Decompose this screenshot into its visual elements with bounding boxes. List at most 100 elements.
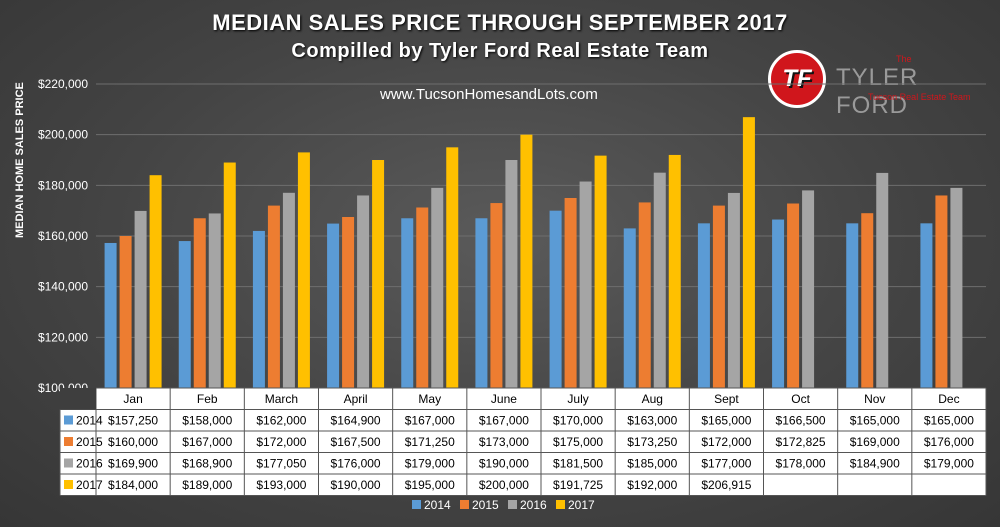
tyler-ford-logo: TF The TYLER FORD Tucson Real Estate Tea… [768, 50, 983, 119]
x-category-label: Jan [123, 392, 142, 406]
y-tick-label: $160,000 [38, 229, 88, 243]
table-cell: $172,825 [776, 435, 826, 449]
table-series-name: 2015 [76, 435, 103, 449]
legend-label: 2017 [568, 498, 595, 512]
bar [861, 213, 874, 388]
chart-subtitle: Compilled by Tyler Ford Real Estate Team [291, 40, 709, 62]
table-cell: $171,250 [405, 435, 455, 449]
bar [712, 205, 725, 388]
bar [697, 223, 710, 388]
table-cell: $165,000 [850, 414, 900, 428]
table-cell: $190,000 [479, 457, 529, 471]
bar [802, 190, 815, 388]
bar [416, 207, 429, 388]
table-cell: $163,000 [627, 414, 677, 428]
legend-key [460, 500, 469, 509]
table-cell: $176,000 [331, 457, 381, 471]
bar [342, 217, 355, 388]
table-series-name: 2016 [76, 457, 103, 471]
table-cell: $172,000 [701, 435, 751, 449]
table-cell: $181,500 [553, 457, 603, 471]
bar [876, 172, 889, 388]
bar [104, 242, 117, 388]
x-category-label: Sept [714, 392, 739, 406]
table-cell: $184,000 [108, 478, 158, 492]
bar [431, 187, 444, 388]
data-table [60, 388, 986, 496]
bar [950, 187, 963, 388]
table-cell: $157,250 [108, 414, 158, 428]
table-cell: $173,250 [627, 435, 677, 449]
bar [372, 160, 385, 388]
table-cell: $169,900 [108, 457, 158, 471]
x-category-label: Dec [938, 392, 959, 406]
bar [549, 210, 562, 388]
table-cell: $162,000 [256, 414, 306, 428]
table-cell: $170,000 [553, 414, 603, 428]
y-tick-label: $180,000 [38, 178, 88, 192]
bar [178, 241, 191, 388]
x-category-label: July [567, 392, 588, 406]
table-cell: $191,725 [553, 478, 603, 492]
x-category-label: May [418, 392, 441, 406]
x-category-label: Aug [642, 392, 663, 406]
bar [787, 203, 800, 388]
y-tick-label: $140,000 [38, 280, 88, 294]
table-cell: $177,000 [701, 457, 751, 471]
table-cell: $192,000 [627, 478, 677, 492]
table-cell: $176,000 [924, 435, 974, 449]
website-label: www.TucsonHomesandLots.com [380, 86, 598, 103]
table-legend-key [64, 437, 73, 446]
table-cell: $195,000 [405, 478, 455, 492]
bar [520, 134, 533, 388]
table-cell: $185,000 [627, 457, 677, 471]
legend-label: 2016 [520, 498, 547, 512]
legend-label: 2014 [424, 498, 451, 512]
x-category-label: March [265, 392, 298, 406]
table-cell: $179,000 [405, 457, 455, 471]
bar [223, 162, 236, 388]
bar [772, 219, 785, 388]
bar [134, 210, 147, 388]
legend-key [412, 500, 421, 509]
bar [357, 195, 370, 388]
table-series-name: 2014 [76, 414, 103, 428]
legend-key [556, 500, 565, 509]
table-cell: $177,050 [256, 457, 306, 471]
bar [208, 213, 221, 388]
x-category-label: Nov [864, 392, 885, 406]
bar [920, 223, 933, 388]
x-category-label: April [344, 392, 368, 406]
table-legend-key [64, 480, 73, 489]
table-cell: $168,900 [182, 457, 232, 471]
x-category-label: Oct [791, 392, 810, 406]
bar [193, 218, 206, 388]
y-tick-label: $120,000 [38, 330, 88, 344]
logo-tagline: Tucson Real Estate Team [868, 92, 971, 102]
table-cell: $166,500 [776, 414, 826, 428]
legend-key [508, 500, 517, 509]
bar [252, 230, 265, 388]
table-cell: $165,000 [701, 414, 751, 428]
chart-title: MEDIAN SALES PRICE THROUGH SEPTEMBER 201… [212, 10, 788, 35]
table-cell: $206,915 [701, 478, 751, 492]
bar [446, 147, 459, 388]
table-cell: $165,000 [924, 414, 974, 428]
bar [594, 155, 607, 388]
table-cell: $184,900 [850, 457, 900, 471]
table-series-name: 2017 [76, 478, 103, 492]
table-cell: $167,000 [182, 435, 232, 449]
bar [935, 195, 948, 388]
bar [505, 160, 518, 388]
logo-name: TYLER FORD [836, 64, 919, 119]
table-legend-key [64, 415, 73, 425]
bar [327, 223, 340, 388]
tf-badge-icon: TF [768, 50, 826, 108]
bar [668, 154, 681, 388]
table-cell: $164,900 [331, 414, 381, 428]
y-tick-label: $200,000 [38, 128, 88, 142]
table-cell: $189,000 [182, 478, 232, 492]
table-cell: $200,000 [479, 478, 529, 492]
bar [727, 192, 740, 388]
